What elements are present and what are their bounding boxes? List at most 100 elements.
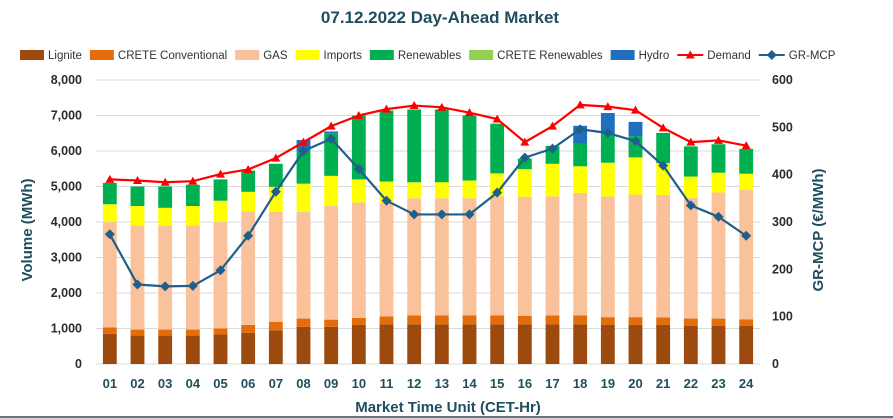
bar-crete-conventional <box>130 329 145 336</box>
bar-hydro <box>628 121 643 137</box>
bar-lignite <box>462 324 477 364</box>
x-axis-title: Market Time Unit (CET-Hr) <box>355 399 541 416</box>
bar-imports <box>739 173 754 190</box>
y-tick-label: 5,000 <box>51 180 82 194</box>
bar-gas <box>683 197 698 319</box>
bar-imports <box>351 179 366 203</box>
bar-lignite <box>324 326 339 364</box>
point-demand <box>603 102 613 111</box>
bar-gas <box>379 202 394 317</box>
line-gr-mcp <box>108 128 747 288</box>
bar-crete-conventional <box>683 318 698 326</box>
legend-lignite-label: Lignite <box>48 50 82 62</box>
point-gr-mcp <box>713 211 724 222</box>
x-tick-label: 12 <box>407 376 421 391</box>
point-gr-mcp <box>353 163 364 174</box>
bar-crete-conventional <box>739 319 754 326</box>
bar-renewables <box>351 115 366 180</box>
bar-renewables <box>158 186 173 208</box>
bar-renewables <box>462 115 477 181</box>
bar-imports <box>462 180 477 199</box>
point-demand <box>492 114 502 123</box>
y2-tick-label: 300 <box>772 215 793 229</box>
bar-gas <box>268 211 283 322</box>
y2-tick-label: 600 <box>772 73 793 87</box>
y2-tick-label: 400 <box>772 168 793 182</box>
y-tick-label: 7,000 <box>51 109 82 123</box>
point-demand <box>105 174 115 183</box>
y-tick-label: 8,000 <box>51 73 82 87</box>
bar-renewables <box>407 109 422 183</box>
bar-gas <box>739 189 754 320</box>
bar-hydro <box>600 113 615 135</box>
bar-crete-conventional <box>213 328 228 335</box>
point-demand <box>575 100 585 109</box>
bar-renewables <box>213 179 228 201</box>
bar-lignite <box>241 332 256 364</box>
y-tick-label: 2,000 <box>51 286 82 300</box>
bar-lignite <box>517 324 532 364</box>
x-tick-label: 08 <box>296 376 310 391</box>
x-tick-label: 17 <box>545 376 559 391</box>
bar-crete-conventional <box>545 315 560 325</box>
point-demand <box>686 137 696 146</box>
bar-renewables <box>241 170 256 192</box>
bar-renewables <box>739 148 754 174</box>
x-tick-label: 14 <box>462 376 477 391</box>
legend-gr-mcp-label: GR-MCP <box>789 50 836 62</box>
bar-imports <box>213 200 228 222</box>
bar-renewables <box>600 134 615 163</box>
point-gr-mcp <box>270 186 281 197</box>
bar-imports <box>600 162 615 197</box>
bar-gas <box>545 196 560 316</box>
bar-crete-conventional <box>379 316 394 325</box>
point-demand <box>548 121 557 130</box>
bar-crete-conventional <box>711 318 726 326</box>
bar-imports <box>434 182 449 199</box>
point-demand <box>437 102 447 111</box>
point-demand <box>271 153 281 162</box>
x-tick-label: 13 <box>435 376 449 391</box>
bar-crete-conventional <box>573 315 588 325</box>
bar-crete-conventional <box>185 329 200 336</box>
x-tick-label: 18 <box>573 376 587 391</box>
point-demand <box>714 135 723 144</box>
point-gr-mcp <box>298 146 309 156</box>
bar-gas <box>102 222 117 328</box>
legend-crete-renewables-swatch <box>469 50 494 60</box>
bar-lignite <box>628 324 643 364</box>
bar-imports <box>185 206 200 226</box>
bar-gas <box>573 192 588 316</box>
legend-demand-label: Demand <box>707 50 750 62</box>
bar-lignite <box>739 325 754 364</box>
bar-lignite <box>379 324 394 364</box>
legend-crete-renewables-label: CRETE Renewables <box>497 50 603 62</box>
x-tick-label: 15 <box>490 376 504 391</box>
bar-imports <box>517 169 532 197</box>
point-gr-mcp <box>104 229 115 240</box>
bar-imports <box>407 182 422 199</box>
point-gr-mcp <box>492 187 503 198</box>
bar-imports <box>490 173 505 197</box>
point-gr-mcp <box>464 209 475 220</box>
bar-imports <box>545 163 560 197</box>
x-tick-label: 03 <box>158 376 172 391</box>
bar-lignite <box>296 326 311 364</box>
axes: 0 1,000 2,000 3,000 4,000 5,000 6,000 7,000 8,00… <box>51 73 793 391</box>
bar-lignite <box>268 330 283 364</box>
point-demand <box>409 101 419 110</box>
bar-lignite <box>683 325 698 364</box>
bar-crete-conventional <box>628 317 643 325</box>
bar-lignite <box>130 335 145 364</box>
y-tick-label: 6,000 <box>51 144 82 158</box>
bar-crete-conventional <box>600 317 615 325</box>
bar-crete-conventional <box>656 317 671 325</box>
bar-lignite <box>158 335 173 364</box>
bar-crete-conventional <box>490 315 505 325</box>
point-gr-mcp <box>409 209 420 220</box>
bars <box>102 109 754 364</box>
bar-gas <box>434 198 449 316</box>
bar-renewables <box>102 182 117 205</box>
bar-crete-conventional <box>268 321 283 331</box>
